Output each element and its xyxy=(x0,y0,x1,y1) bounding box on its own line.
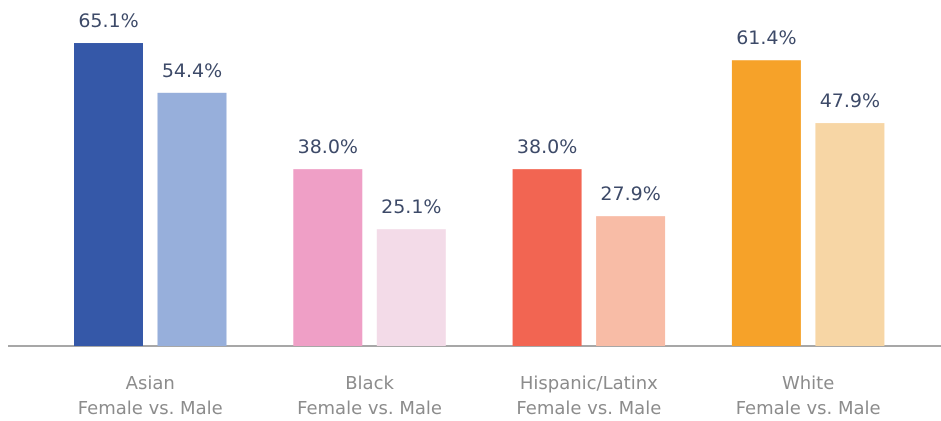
bar xyxy=(376,229,446,346)
category-label: White xyxy=(782,373,834,394)
bar xyxy=(596,216,666,346)
value-label: 54.4% xyxy=(162,60,222,82)
value-label: 38.0% xyxy=(298,136,358,158)
bar xyxy=(731,60,801,347)
value-label: 38.0% xyxy=(517,136,577,158)
value-label: 61.4% xyxy=(736,27,796,49)
category-label: Asian xyxy=(126,373,175,394)
category-label: Female vs. Male xyxy=(78,398,223,419)
category-label: Female vs. Male xyxy=(736,398,881,419)
value-label: 65.1% xyxy=(78,10,138,32)
value-label: 27.9% xyxy=(600,183,660,205)
bar xyxy=(293,169,363,346)
bar xyxy=(815,123,885,347)
category-label: Female vs. Male xyxy=(297,398,442,419)
bar xyxy=(74,43,143,347)
bar xyxy=(157,92,227,346)
value-label: 47.9% xyxy=(820,90,880,112)
category-label: Hispanic/Latinx xyxy=(520,373,658,394)
bar xyxy=(512,169,582,346)
category-label: Black xyxy=(345,373,394,394)
value-label: 25.1% xyxy=(381,196,441,218)
category-label: Female vs. Male xyxy=(516,398,661,419)
